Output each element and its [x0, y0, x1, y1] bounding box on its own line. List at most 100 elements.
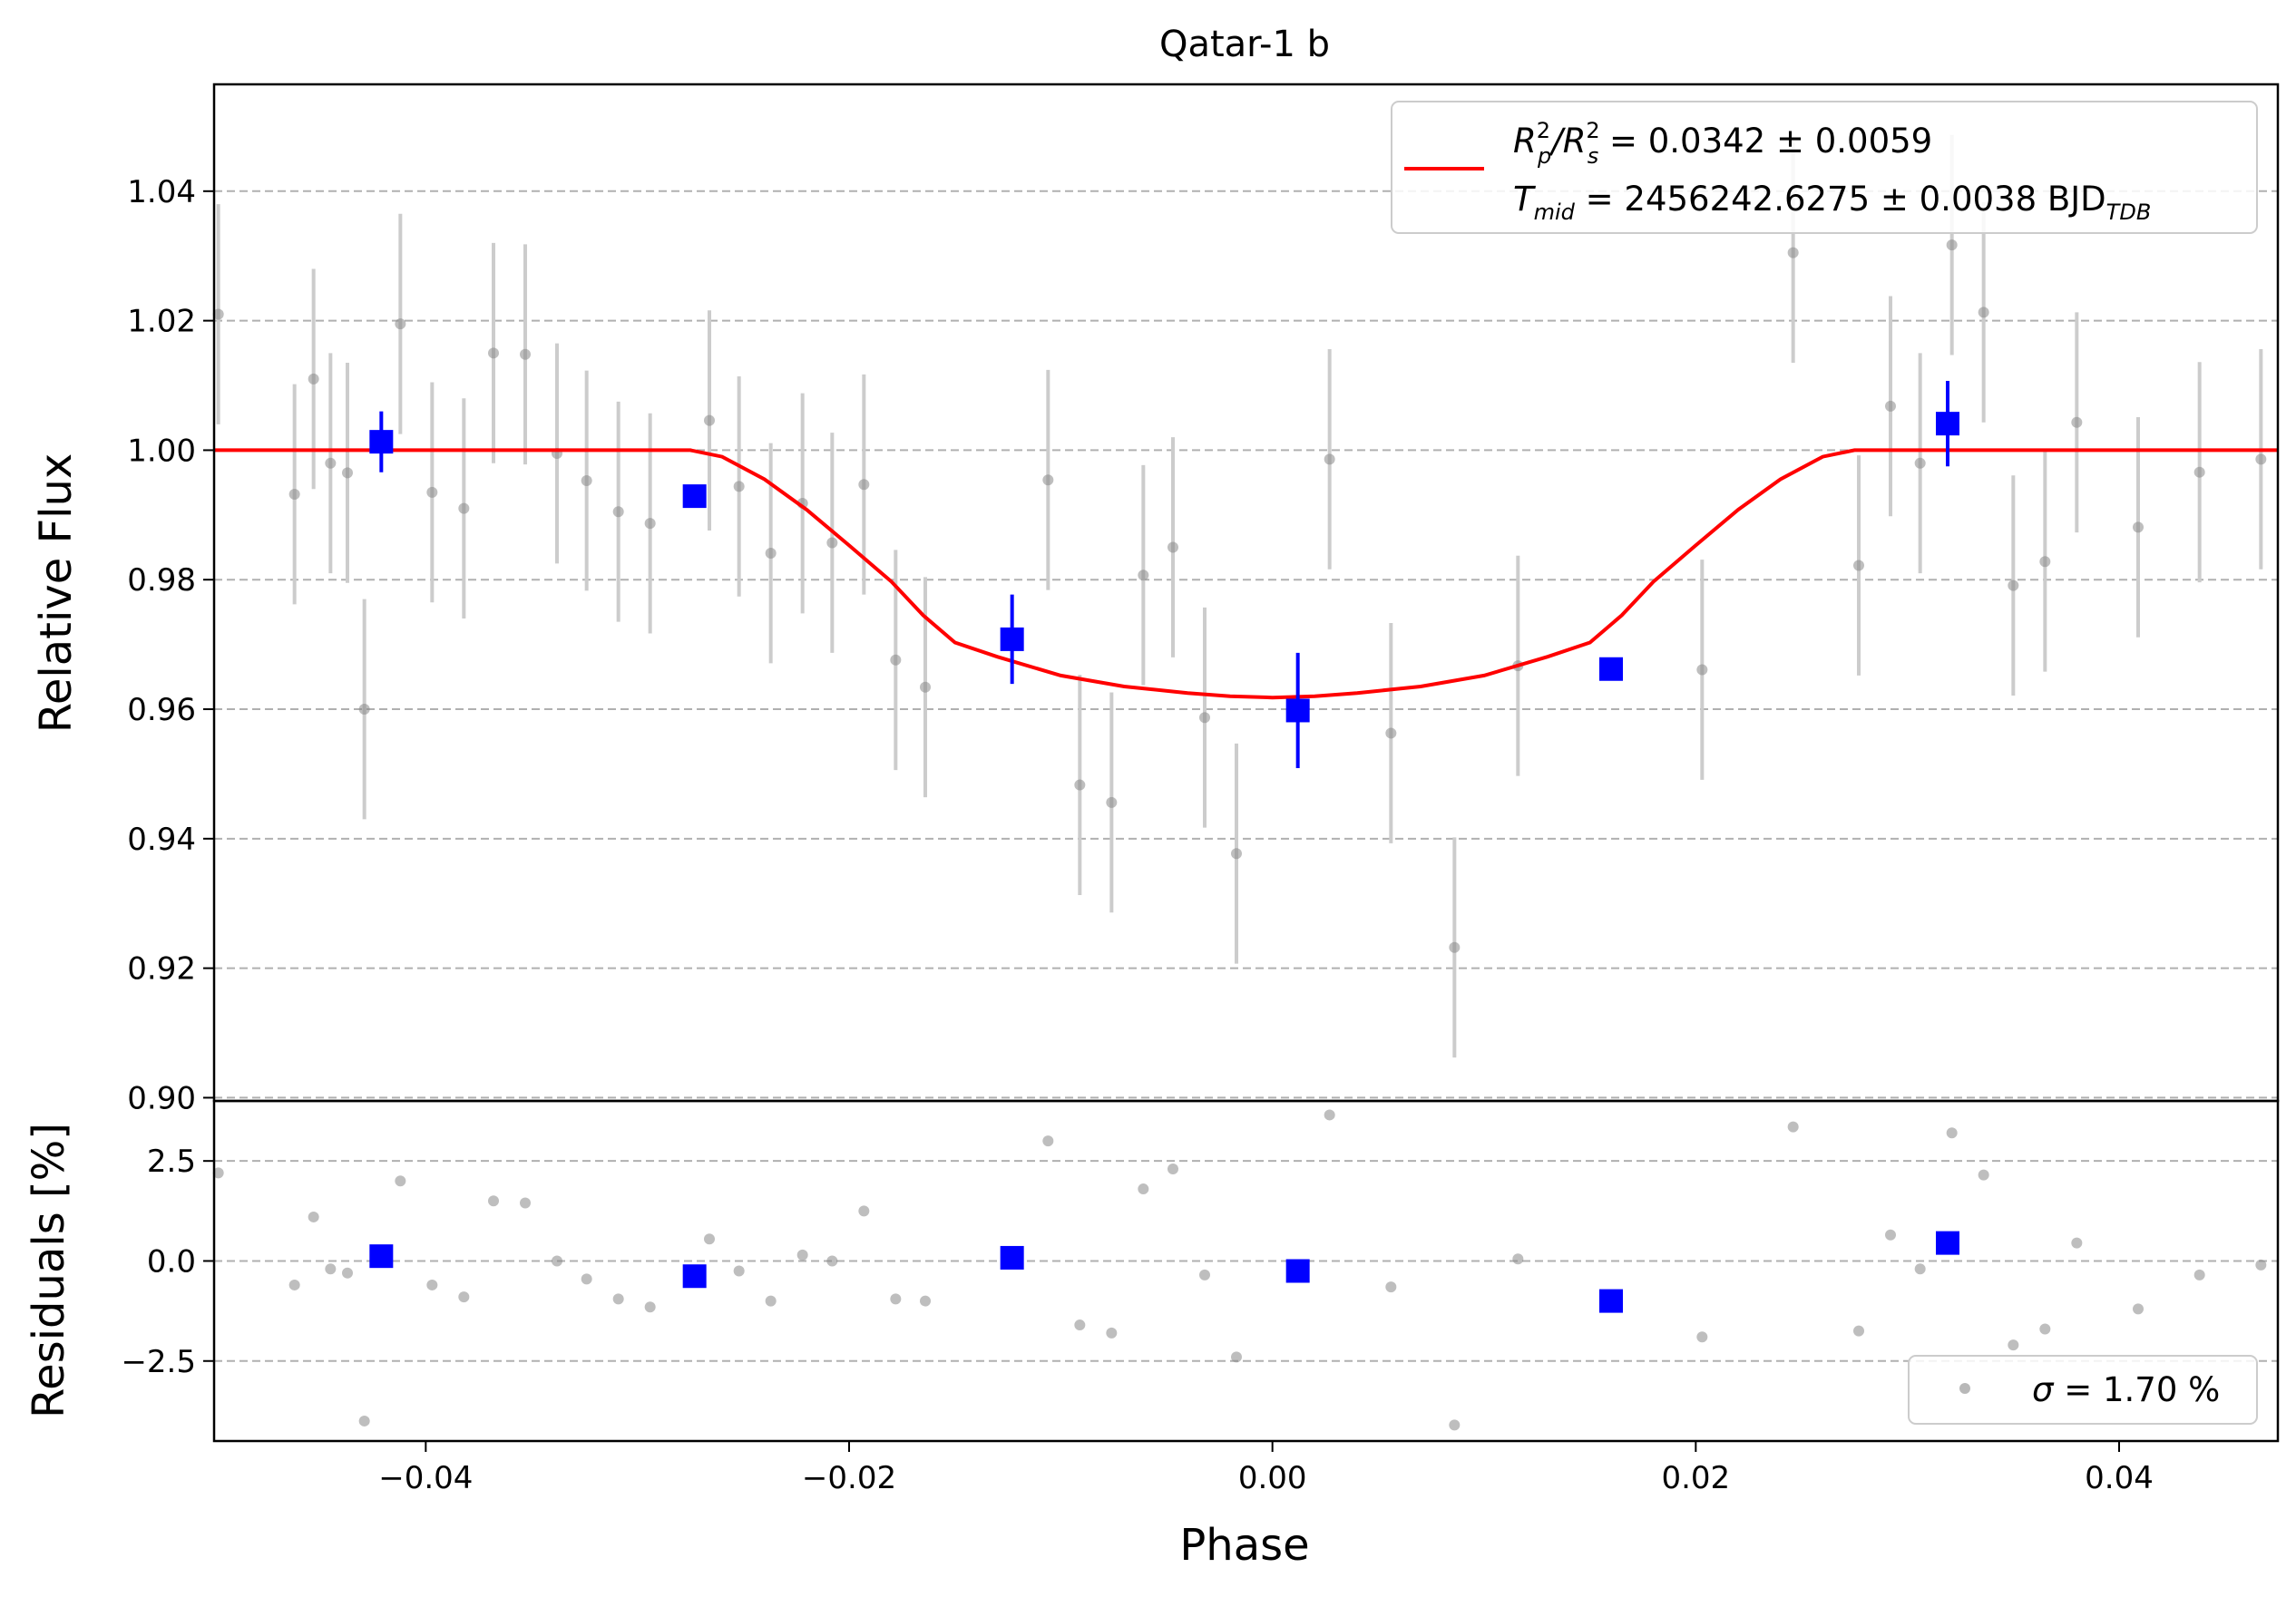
- residual-unbinned-point: [1978, 1169, 1989, 1181]
- unbinned-point: [1042, 474, 1054, 486]
- residuals-y-axis-label: Residuals [%]: [24, 1123, 74, 1418]
- unbinned-point: [358, 704, 370, 716]
- sigma-legend: σ = 1.70 %: [1908, 1355, 2258, 1425]
- residual-unbinned-point: [1231, 1351, 1242, 1363]
- unbinned-point: [612, 506, 624, 518]
- unbinned-point: [1914, 457, 1926, 469]
- chart-title: Qatar-1 b: [1159, 24, 1330, 65]
- unbinned-point: [1696, 664, 1708, 676]
- unbinned-point: [733, 481, 745, 492]
- flux-y-tick-label: 0.90: [127, 1080, 196, 1116]
- residual-unbinned-point: [920, 1295, 931, 1307]
- residual-unbinned-point: [288, 1279, 300, 1290]
- residual-binned-point: [369, 1244, 394, 1269]
- residual-unbinned-point: [458, 1291, 470, 1303]
- unbinned-point: [1385, 727, 1397, 739]
- unbinned-point: [765, 547, 777, 559]
- flux-y-axis-label: Relative Flux: [31, 453, 82, 734]
- unbinned-point: [1978, 307, 1989, 318]
- residual-unbinned-point: [890, 1293, 902, 1305]
- residual-gridlines: [214, 1160, 2278, 1362]
- sigma-legend-text: σ = 1.70 %: [2032, 1370, 2220, 1409]
- residual-unbinned-point: [2255, 1259, 2267, 1271]
- unbinned-point: [581, 474, 592, 486]
- flux-panel-frame: [212, 83, 2280, 1103]
- x-tick-label: −0.04: [378, 1460, 473, 1496]
- residual-unbinned-point: [1449, 1419, 1461, 1431]
- residual-unbinned-point: [426, 1279, 438, 1290]
- flux-y-tick-label: 1.04: [127, 174, 196, 210]
- x-tick-label: 0.04: [2085, 1460, 2154, 1496]
- legend-mid-time: Tmid = 2456242.6275 ± 0.0038 BJDTDB: [1513, 180, 2151, 225]
- residual-binned-point: [682, 1264, 707, 1289]
- unbinned-point: [1074, 779, 1086, 791]
- residual-y-tick-label: 0.0: [147, 1243, 196, 1280]
- residual-unbinned-point: [612, 1293, 624, 1305]
- unbinned-point: [858, 479, 870, 491]
- residual-unbinned-point: [212, 1167, 224, 1179]
- unbinned-point: [325, 457, 337, 469]
- x-tick-label: 0.00: [1238, 1460, 1307, 1496]
- unbinned-point: [2039, 556, 2051, 568]
- sigma-legend-box: [1908, 1355, 2258, 1425]
- binned-point: [1936, 412, 1959, 436]
- transit-model-line: [214, 448, 2278, 700]
- unbinned-point: [488, 347, 499, 359]
- flux-y-tick-label: 0.94: [127, 822, 196, 858]
- residual-unbinned-point: [1138, 1183, 1149, 1195]
- unbinned-point: [644, 518, 656, 530]
- residual-binned-point: [1936, 1231, 1959, 1255]
- binned-point: [1599, 657, 1623, 681]
- residual-unbinned-point: [1324, 1109, 1335, 1121]
- flux-y-tick-label: 0.92: [127, 951, 196, 988]
- binned-point: [1000, 627, 1024, 651]
- legend-radius-ratio: R2 p/R2 s = 0.0342 ± 0.0059: [1513, 118, 1932, 169]
- residual-unbinned-point: [733, 1265, 745, 1277]
- residual-unbinned-point: [858, 1205, 870, 1217]
- residual-unbinned-point: [2008, 1339, 2019, 1351]
- residual-unbinned-point: [358, 1415, 370, 1427]
- residual-unbinned-point: [2133, 1303, 2144, 1315]
- unbinned-point: [1946, 239, 1958, 251]
- unbinned-point: [1106, 796, 1118, 808]
- binned-point: [682, 484, 707, 509]
- residual-unbinned-point: [2193, 1269, 2205, 1281]
- residual-binned-point: [1000, 1245, 1024, 1270]
- residual-unbinned-point: [395, 1175, 406, 1187]
- unbinned-point: [212, 308, 224, 320]
- unbinned-point: [1231, 848, 1242, 860]
- unbinned-point: [288, 488, 300, 500]
- unbinned-points: [212, 134, 2267, 1058]
- residual-binned-point: [1285, 1259, 1310, 1283]
- residual-unbinned-point: [1853, 1325, 1864, 1337]
- unbinned-point: [395, 318, 406, 330]
- unbinned-point: [1138, 570, 1149, 581]
- residual-unbinned-point: [826, 1255, 838, 1267]
- unbinned-point: [920, 681, 931, 693]
- residuals-panel-frame: [212, 1099, 2280, 1443]
- residual-binned-point: [1599, 1289, 1623, 1313]
- residual-unbinned-point: [1199, 1269, 1210, 1281]
- residual-binned-points: [369, 1231, 1959, 1313]
- unbinned-point: [1449, 941, 1461, 953]
- residual-unbinned-point: [1512, 1253, 1524, 1265]
- residual-unbinned-point: [1885, 1229, 1896, 1241]
- flux-y-tick-label: 0.96: [127, 692, 196, 728]
- unbinned-point: [2008, 579, 2019, 591]
- model-legend: R2 p/R2 s = 0.0342 ± 0.0059 Tmid = 2456242…: [1391, 101, 2258, 234]
- unbinned-point: [704, 414, 715, 426]
- unbinned-point: [426, 486, 438, 498]
- residual-unbinned-point: [1696, 1331, 1708, 1343]
- residual-unbinned-point: [1946, 1127, 1958, 1139]
- phase-x-ticks: −0.04 −0.02 0.00 0.02 0.04: [378, 1441, 2154, 1496]
- unbinned-point: [458, 502, 470, 514]
- unbinned-point: [890, 654, 902, 666]
- unbinned-point: [826, 537, 838, 549]
- flux-y-tick-label: 0.98: [127, 562, 196, 599]
- flux-y-tick-label: 1.02: [127, 304, 196, 340]
- unbinned-point: [520, 348, 531, 360]
- unbinned-point: [1853, 560, 1864, 571]
- residual-unbinned-point: [796, 1249, 808, 1261]
- binned-point: [369, 430, 394, 454]
